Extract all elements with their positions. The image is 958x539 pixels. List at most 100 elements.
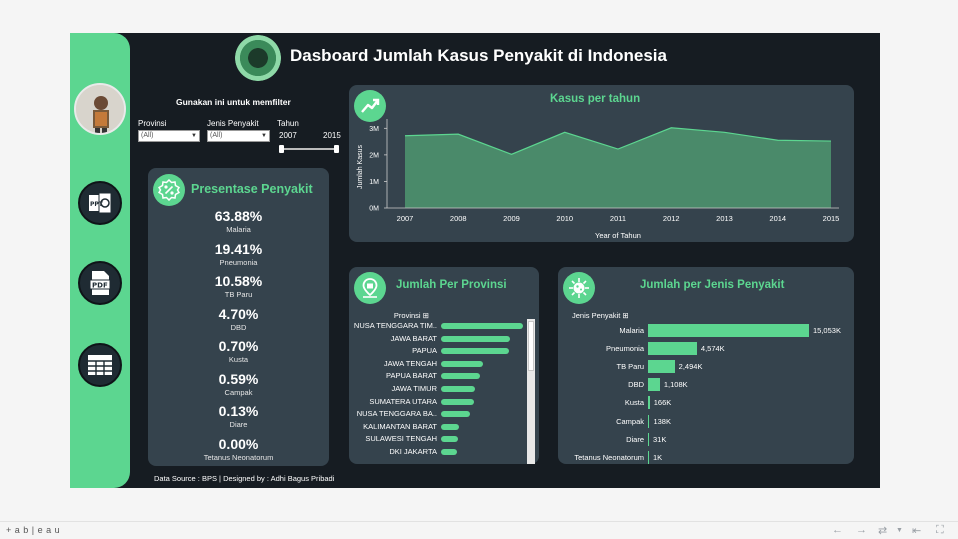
filter-heading: Gunakan ini untuk memfilter [176,97,291,107]
chevron-down-icon[interactable]: ▼ [896,527,903,534]
jenis-bar[interactable] [648,450,649,464]
ppt-export-button[interactable]: PPT [78,181,122,225]
jenis-bar-value: 138K [653,416,671,426]
ppt-file-icon: PPT [89,192,112,214]
jenis-bar-value: 2,494K [678,362,703,372]
avatar [74,83,126,135]
table-view-button[interactable] [78,343,122,387]
provinsi-bar[interactable] [441,398,474,405]
pdf-export-button[interactable]: PDF [78,261,122,305]
provinsi-bar-label: SULAWESI TENGAH [365,434,437,444]
y-axis-label: Jumlah Kasus [357,145,364,189]
jenis-bar-value: 15,053K [813,326,841,335]
jenis-bar-value: 31K [653,434,667,444]
virus-logo-icon [235,35,281,81]
jenis-bar-value: 4,574K [700,344,725,354]
x-tick-label: 2010 [556,214,573,223]
presentase-label: DBD [230,322,247,332]
undo-icon[interactable]: ← [832,524,843,536]
kasus-per-tahun-panel: Kasus per tahun 0M 1M 2M 3M 2007 2008 2009 2010… [349,85,854,242]
jenis-bar-label: TB Paru [616,362,644,372]
jenis-bar-label: Campak [616,416,644,426]
y-tick-label: 2M [369,152,379,159]
footer-credits: Data Source : BPS | Designed by : Adhi B… [154,474,335,483]
provinsi-bar[interactable] [441,373,481,380]
jenis-bar-value: 1,108K [663,380,688,390]
presentase-panel: Presentase Penyakit 63.88% Malaria 19.41% P… [148,168,329,466]
table-icon [88,355,112,375]
person-icon [76,85,124,133]
jenis-filter-dropdown[interactable]: (All) ▼ [207,130,270,142]
provinsi-bar[interactable] [441,436,459,443]
sort-icon[interactable]: ⊞ [622,311,629,320]
presentase-value: 0.13% [218,403,259,419]
jenis-bar-value: 166K [653,398,672,408]
y-tick-label: 0M [369,206,379,213]
presentase-label: Tetanus Neonatorum [203,452,274,462]
provinsi-bar-label: NUSA TENGGARA BA.. [356,409,437,419]
jenis-bar-label: Malaria [619,326,644,335]
tahun-slider-track[interactable] [282,148,337,150]
provinsi-scrollbar[interactable] [527,319,535,464]
jenis-chart-title: Jumlah per Jenis Penyakit [640,279,785,291]
tahun-slider-min-handle[interactable] [279,145,284,153]
tahun-min-label: 2007 [279,131,297,140]
provinsi-bar[interactable] [441,360,483,367]
provinsi-bar[interactable] [441,386,476,392]
provinsi-bar[interactable] [441,411,470,418]
presentase-label: Campak [224,387,253,397]
revert-icon[interactable]: ⇄ [878,525,888,537]
x-tick-label: 2009 [503,214,520,223]
jenis-bar[interactable] [648,414,650,428]
presentase-value: 0.00% [218,435,259,452]
provinsi-bar[interactable] [441,335,510,342]
jenis-bar[interactable] [648,342,697,356]
provinsi-filter-value: (All) [141,132,154,139]
pdf-file-icon: PDF [89,271,111,295]
jenis-bar-label: Kusta [624,398,644,408]
provinsi-bar-label: JAWA TENGAH [383,358,437,368]
tableau-brand[interactable]: + a b | e a u [6,525,61,535]
x-axis-label: Year of Tahun [595,231,641,240]
jenis-filter-label: Jenis Penyakit [207,119,259,128]
tahun-slider-max-handle[interactable] [334,145,339,153]
dropdown-arrow-icon: ▼ [191,133,197,139]
sort-icon[interactable]: ⊞ [422,311,429,320]
back-to-start-icon[interactable]: ⇤ [912,525,922,537]
presentase-label: Kusta [228,355,249,364]
provinsi-bar-label: NUSA TENGGARA TIM.. [353,321,437,330]
x-tick-label: 2008 [450,214,467,223]
provinsi-bar[interactable] [441,449,458,455]
jenis-bar[interactable] [648,360,675,374]
provinsi-filter-label: Provinsi [138,119,167,128]
fullscreen-icon[interactable]: ⛶ [936,524,944,536]
provinsi-filter-dropdown[interactable]: (All) ▼ [138,130,200,142]
x-tick-label: 2015 [823,214,840,223]
jenis-bar[interactable] [648,324,809,337]
provinsi-bar[interactable] [441,348,510,355]
presentase-title: Presentase Penyakit [191,182,313,196]
area-line [404,127,832,155]
jenis-bar[interactable] [648,396,650,410]
provinsi-header-text: Provinsi [393,311,421,320]
percent-badge-icon [153,174,185,206]
presentase-value: 19.41% [214,240,263,257]
y-tick-label: 3M [369,126,379,133]
provinsi-bar[interactable] [441,423,460,430]
x-tick-label: 2011 [610,214,626,223]
provinsi-bar-label: PAPUA BARAT [386,371,437,381]
x-tick-label: 2013 [716,214,733,223]
redo-icon[interactable]: → [856,524,867,536]
provinsi-bar-label: JAWA TIMUR [391,384,437,393]
jenis-bar[interactable] [648,378,660,392]
jenis-header-text: Jenis Penyakit [572,311,621,320]
presentase-label: Malaria [226,225,251,234]
jenis-bar[interactable] [648,432,649,446]
jenis-filter-value: (All) [210,132,223,139]
presentase-value: 0.59% [218,370,259,387]
provinsi-bar[interactable] [441,323,523,329]
presentase-label: Diare [229,420,248,429]
presentase-value: 4.70% [218,305,259,322]
jenis-column-header: Jenis Penyakit ⊞ [572,311,629,320]
provinsi-scrollbar-thumb[interactable] [528,321,534,371]
